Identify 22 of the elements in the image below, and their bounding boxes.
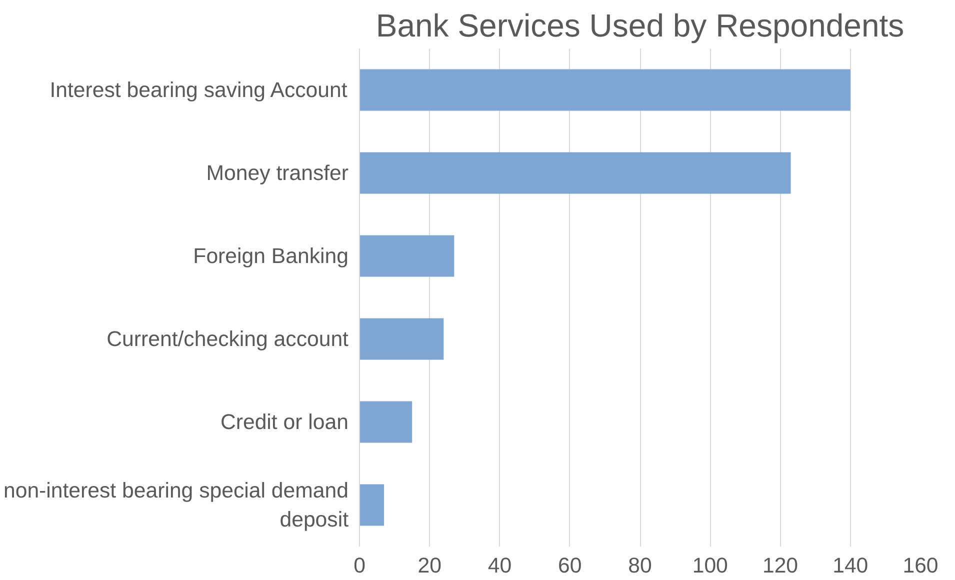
y-tick-label: Interest bearing saving Account (50, 78, 348, 102)
x-tick-label: 20 (418, 554, 442, 578)
x-tick-label: 0 (354, 554, 366, 578)
y-tick-label: non-interest bearing special demand deposit (3, 478, 349, 532)
y-tick-label: Money transfer (206, 161, 349, 185)
bar (360, 401, 412, 443)
bar (360, 152, 791, 194)
y-tick-label: Foreign Banking (193, 244, 349, 268)
bar (360, 484, 384, 526)
x-tick-label: 140 (832, 554, 868, 578)
x-tick-label: 160 (902, 554, 938, 578)
x-tick-label: 60 (558, 554, 582, 578)
y-tick-label: Current/checking account (106, 327, 349, 351)
bar (360, 235, 454, 277)
bar (360, 69, 850, 111)
x-tick-label: 100 (692, 554, 728, 578)
y-tick-label: Credit or loan (220, 410, 349, 434)
chart-title: Bank Services Used by Respondents (376, 8, 904, 44)
x-tick-label: 80 (628, 554, 652, 578)
x-tick-label: 120 (762, 554, 798, 578)
bar (360, 318, 444, 360)
x-tick-label: 40 (488, 554, 512, 578)
